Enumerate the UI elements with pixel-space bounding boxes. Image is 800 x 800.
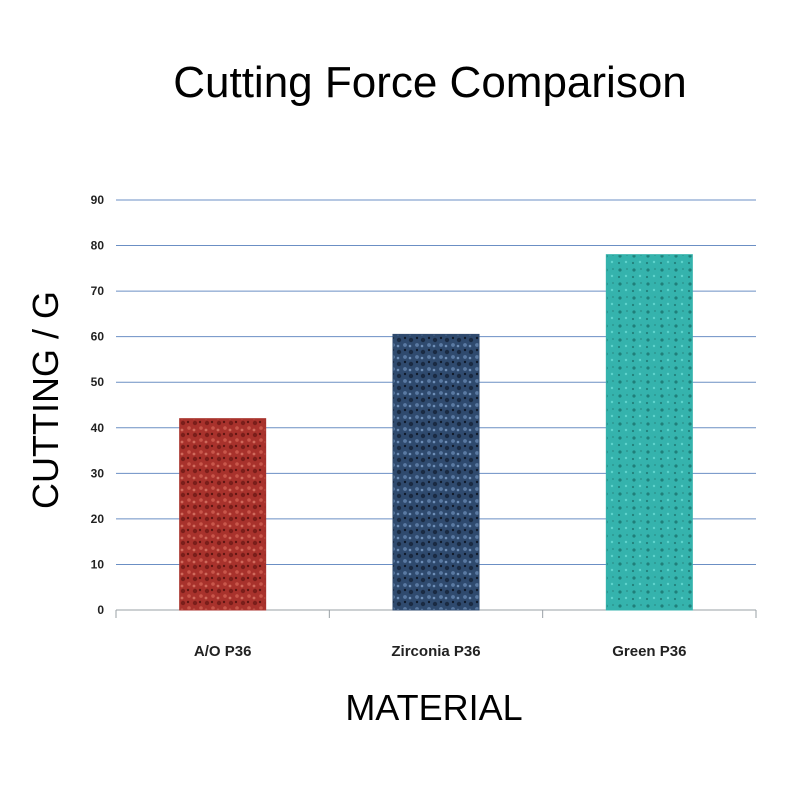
y-axis-title: CUTTING / G xyxy=(25,291,66,509)
bar-a-o-p36 xyxy=(179,418,267,611)
y-tick-label: 70 xyxy=(91,284,105,298)
y-tick-label: 40 xyxy=(91,421,105,435)
x-tick-label: A/O P36 xyxy=(194,643,252,660)
y-tick-label: 20 xyxy=(91,512,105,526)
x-tick-label: Green P36 xyxy=(612,643,686,660)
y-tick-label: 30 xyxy=(91,466,105,480)
y-tick-label: 60 xyxy=(91,330,105,344)
y-tick-label: 90 xyxy=(91,193,105,207)
bar-zirconia-p36 xyxy=(392,333,480,611)
y-tick-label: 50 xyxy=(91,375,105,389)
x-tick-label: Zirconia P36 xyxy=(391,643,480,660)
x-axis-title: MATERIAL xyxy=(345,687,522,728)
bar-green-p36 xyxy=(605,254,693,611)
y-tick-label: 10 xyxy=(91,557,105,571)
chart-title: Cutting Force Comparison xyxy=(173,58,687,107)
y-tick-label: 80 xyxy=(91,239,105,253)
y-tick-label: 0 xyxy=(97,603,104,617)
